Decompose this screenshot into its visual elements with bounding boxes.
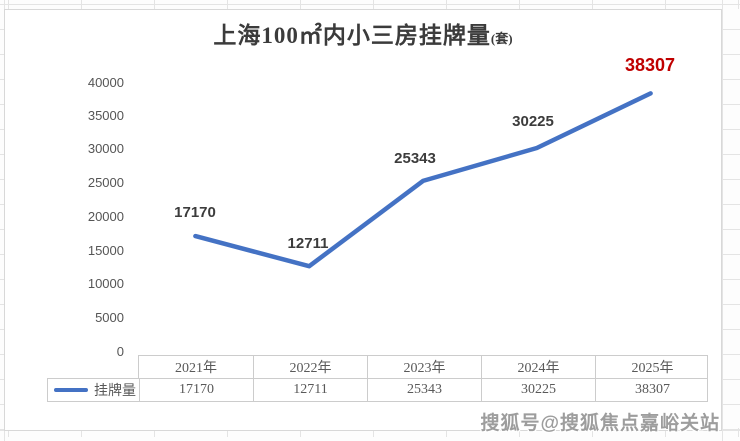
chart-object[interactable] <box>4 9 722 431</box>
watermark: 搜狐号@搜狐焦点嘉峪关站 <box>480 413 720 434</box>
